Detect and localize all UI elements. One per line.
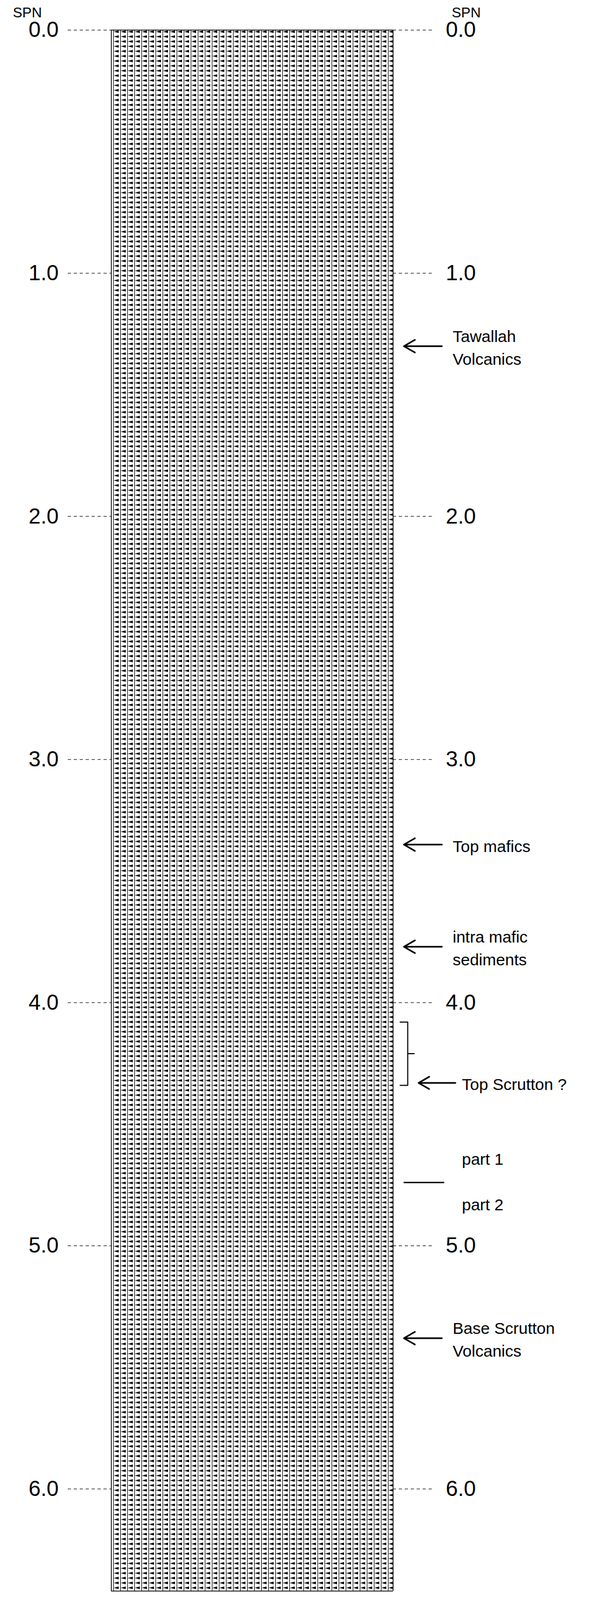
svg-text:0.0: 0.0 bbox=[28, 17, 60, 42]
svg-text:3.0: 3.0 bbox=[445, 746, 477, 771]
svg-text:3.0: 3.0 bbox=[28, 746, 60, 771]
svg-text:1.0: 1.0 bbox=[28, 260, 60, 285]
svg-text:part 2: part 2 bbox=[462, 1195, 504, 1214]
svg-text:SPN: SPN bbox=[451, 4, 481, 21]
svg-text:2.0: 2.0 bbox=[445, 503, 477, 528]
svg-text:4.0: 4.0 bbox=[445, 989, 477, 1014]
svg-text:intra maficsediments: intra maficsediments bbox=[452, 927, 528, 969]
svg-text:6.0: 6.0 bbox=[445, 1475, 477, 1500]
svg-text:Top Scrutton ?: Top Scrutton ? bbox=[462, 1074, 567, 1093]
svg-text:4.0: 4.0 bbox=[28, 989, 60, 1014]
svg-text:part 1: part 1 bbox=[462, 1149, 504, 1168]
svg-text:0.0: 0.0 bbox=[445, 17, 477, 42]
svg-text:SPN: SPN bbox=[13, 4, 42, 21]
svg-text:2.0: 2.0 bbox=[28, 503, 60, 528]
svg-text:Top mafics: Top mafics bbox=[452, 837, 531, 855]
svg-text:6.0: 6.0 bbox=[28, 1475, 60, 1500]
svg-text:5.0: 5.0 bbox=[28, 1232, 60, 1257]
svg-text:TawallahVolcanics: TawallahVolcanics bbox=[452, 327, 522, 368]
svg-text:1.0: 1.0 bbox=[445, 260, 477, 285]
svg-text:5.0: 5.0 bbox=[445, 1232, 477, 1257]
svg-text:Base ScruttonVolcanics: Base ScruttonVolcanics bbox=[452, 1318, 555, 1360]
